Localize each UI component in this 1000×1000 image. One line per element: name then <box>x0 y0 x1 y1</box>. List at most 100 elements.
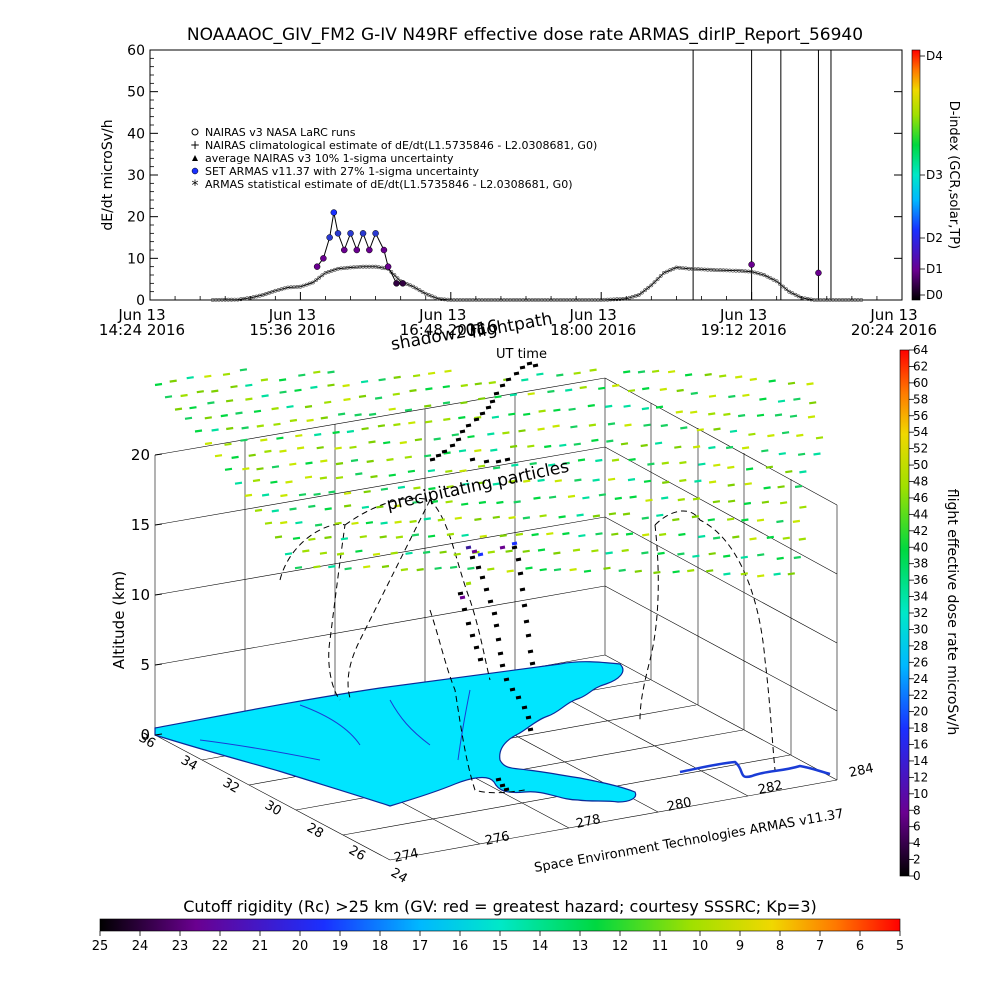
armas-point <box>748 261 755 268</box>
particle-dash <box>222 372 231 376</box>
ut-time-label: UT time <box>496 347 547 362</box>
particle-dash <box>592 514 601 518</box>
particle-dash <box>453 552 461 556</box>
particle-dash <box>340 537 349 541</box>
track-marker <box>473 417 480 422</box>
particle-dash <box>490 448 498 452</box>
armas-point <box>320 255 327 262</box>
cutoff-ticks: 25 24 23 22 21 20 19 18 17 16 15 14 13 12 11 10 9 8 7 6 5 <box>92 931 904 954</box>
track-marker <box>487 599 494 604</box>
particle-dash <box>256 467 264 471</box>
particle-dash <box>518 429 526 433</box>
particle-dash <box>313 565 321 569</box>
cutoff-tick-label: 19 <box>332 939 349 954</box>
particle-dash <box>314 433 322 437</box>
particle-dash <box>411 533 420 537</box>
particle-dash <box>296 446 305 450</box>
dose-tick-label: 28 <box>913 639 928 653</box>
cutoff-tick-label: 15 <box>492 939 509 954</box>
particle-dash <box>487 432 495 436</box>
z-tick-label: 15 <box>131 516 150 534</box>
nairas-point <box>765 274 770 279</box>
particle-dash <box>423 454 432 458</box>
lat-tick-label: 28 <box>304 820 326 841</box>
dose-tick-label: 46 <box>913 491 928 505</box>
particle-dash <box>454 516 462 520</box>
particle-dash <box>433 437 441 441</box>
particle-dash <box>316 446 324 450</box>
particle-dash <box>623 370 631 374</box>
particle-dash <box>351 521 359 525</box>
particle-dash <box>763 486 771 490</box>
nairas-point <box>408 283 413 288</box>
particle-dash <box>241 426 249 430</box>
nairas-point <box>762 273 767 277</box>
cutoff-tick-label: 25 <box>92 939 109 954</box>
nairas-point <box>395 276 400 281</box>
particle-dash <box>509 393 518 397</box>
track-marker <box>497 651 504 656</box>
particle-dash <box>425 387 433 391</box>
particle-dash <box>298 493 307 497</box>
particle-dash <box>363 565 371 569</box>
top-y-axis-label: dE/dt microSv/h <box>100 119 116 230</box>
particle-dash <box>394 520 402 524</box>
particle-dash <box>544 444 552 449</box>
particle-dash <box>546 532 554 536</box>
particle-dash <box>422 550 431 554</box>
particle-dash <box>565 388 573 392</box>
particle-dash <box>735 375 743 379</box>
armas-point <box>330 209 338 216</box>
particle-dash <box>577 458 586 462</box>
particle-dash <box>346 429 355 434</box>
track-marker <box>525 715 532 720</box>
track-marker <box>499 783 506 788</box>
particle-dash <box>536 372 544 376</box>
track-marker <box>441 449 448 454</box>
particle-dash <box>467 566 475 570</box>
particle-dash <box>478 500 487 505</box>
particle-dash <box>240 438 248 442</box>
particle-dash <box>487 567 495 571</box>
dose-tick-label: 24 <box>913 672 928 686</box>
x-tick-label-time: 14:24 2016 <box>99 321 185 339</box>
lon-tick-label: 274 <box>393 846 420 866</box>
nairas-point <box>768 276 773 281</box>
cutoff-tick-label: 11 <box>652 939 669 954</box>
particle-dash <box>588 423 597 427</box>
particle-dash <box>815 436 824 440</box>
particle-dash <box>651 369 660 373</box>
particle-dash <box>390 551 398 555</box>
nairas-point <box>646 285 651 290</box>
particle-dash <box>343 504 352 508</box>
x-tick-label-date: Jun 13 <box>418 306 466 324</box>
particle-dash <box>264 521 273 525</box>
particle-dash <box>712 500 721 504</box>
particle-dash <box>672 570 680 574</box>
land-detail <box>199 689 471 761</box>
z-tick-mark <box>154 593 163 596</box>
particle-dash <box>692 497 701 501</box>
particle-dash <box>358 394 367 398</box>
particle-dash <box>505 549 513 553</box>
particle-dash <box>273 422 281 426</box>
particle-dash <box>607 477 616 481</box>
particle-dash <box>611 458 620 462</box>
x-tick-label-time: 16:48 2016 <box>400 321 486 339</box>
dose-tick-label: 0 <box>913 869 921 883</box>
particle-dash <box>399 441 407 445</box>
particle-dash <box>445 469 453 473</box>
particle-dash <box>687 569 695 573</box>
particle-dash <box>548 495 557 499</box>
particle-dash <box>527 444 535 448</box>
legend-label: NAIRAS climatological estimate of dE/dt(… <box>205 139 597 152</box>
particle-dash <box>220 414 228 418</box>
particle-dash <box>343 397 351 402</box>
particle-dash <box>579 385 587 390</box>
particle-dash <box>416 568 424 572</box>
particle-dash <box>279 390 287 394</box>
nairas-point <box>671 266 676 271</box>
particle-dash <box>359 535 367 539</box>
particle-field <box>154 368 824 578</box>
nairas-point <box>784 287 789 292</box>
